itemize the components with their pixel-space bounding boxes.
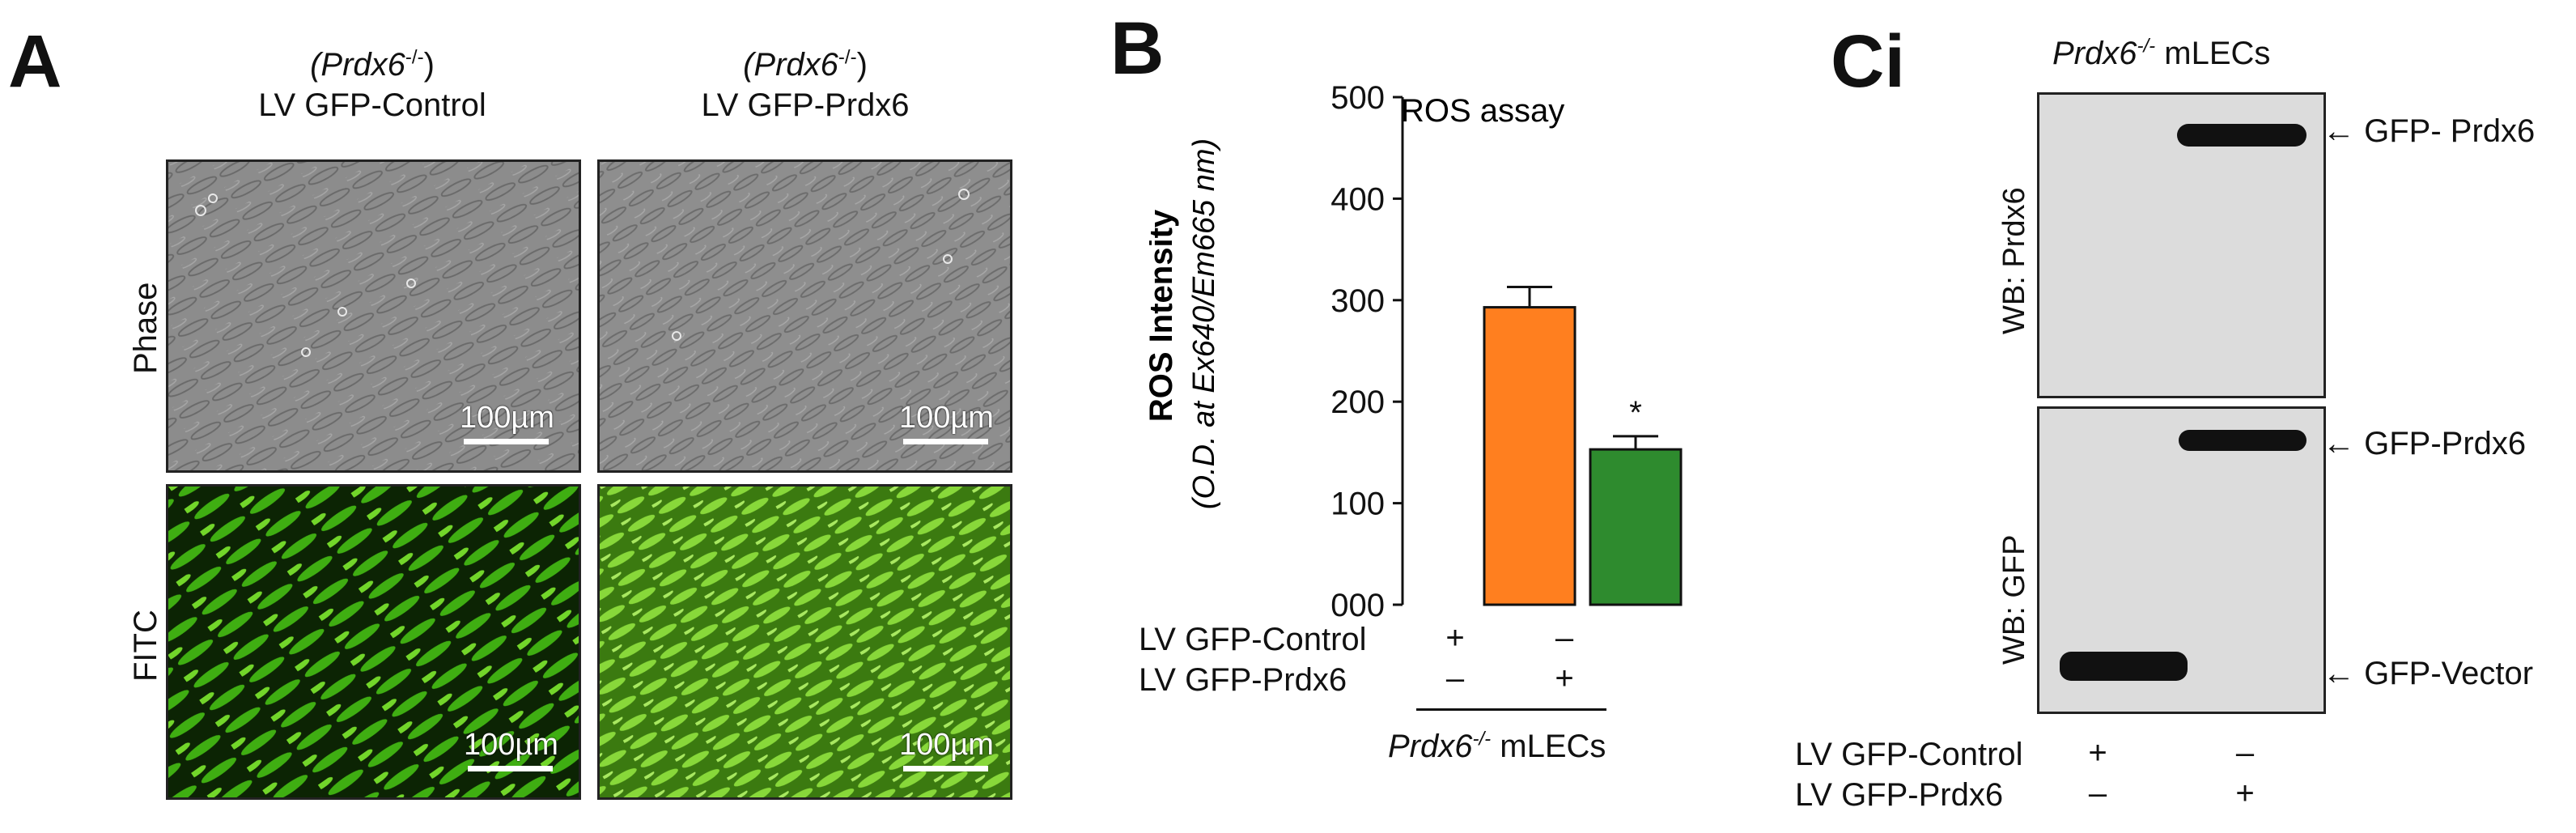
b-row-prdx6-label: LV GFP-Prdx6 [1139,662,1347,698]
micrograph-fitc-prdx6: 100µm [597,484,1012,800]
row-label-phase: Phase [128,282,163,374]
col2-title: LV GFP-Prdx6 [701,87,910,123]
western-blot-gfp [2037,406,2326,714]
c-header-cells: mLECs [2164,36,2271,71]
scale-bar [464,439,549,444]
col2-genotype-text: (Prdx6 [743,47,838,83]
blot2-label: WB: GFP [1997,534,2031,665]
b-footer-sup: -/- [1472,728,1492,750]
fitc-texture-prdx6 [600,487,1010,797]
col2-genotype: (Prdx6-/-) [595,47,1016,83]
y-axis-sublabel: (O.D. at Ex640/Em665 nm) [1187,138,1221,509]
b-group-line [1416,708,1606,711]
b-row-control-label: LV GFP-Control [1139,622,1367,657]
band1-label: ← GFP- Prdx6 [2323,113,2536,149]
band2-label: ← GFP-Prdx6 [2323,426,2527,461]
c-row-control-mark-1: + [2088,735,2107,771]
col1-genotype-close: ) [423,47,435,83]
bar [1483,306,1577,606]
b-footer: Prdx6-/- mLECs [1388,729,1606,764]
y-tick-label: 300 [1330,283,1385,319]
chart-bars: * [1483,285,1683,606]
band-gfp-prdx6 [2179,430,2307,451]
b-row-prdx6-mark-1: – [1445,661,1465,696]
phase-texture-prdx6 [600,162,1010,470]
micrograph-phase-prdx6: 100µm [597,159,1012,473]
y-tick-label: 400 [1330,181,1385,217]
band3-label: ← GFP-Vector [2323,656,2534,691]
b-row-control-mark-2: – [1555,620,1574,656]
scale-label: 100µm [899,401,994,435]
c-row-control-mark-2: – [2235,735,2255,771]
ros-bar-chart: 000 100 200 300 400 500 * ROS assay ROS Inten… [1149,80,1683,623]
band-gfp-vector [2060,652,2188,681]
blot1-label: WB: Prdx6 [1997,187,2031,334]
c-row-prdx6-mark-2: + [2235,776,2255,811]
b-row-control-mark-1: + [1445,620,1465,656]
chart-annotation: ROS assay [1401,93,1564,129]
scale-bar [903,439,988,444]
band-gfp-prdx6 [2177,124,2307,147]
scale-label: 100µm [460,401,554,435]
col1-genotype: (Prdx6-/-) [162,47,583,83]
scale-bar [903,766,988,771]
c-row-control-label: LV GFP-Control [1795,737,2023,772]
b-footer-gene: Prdx6 [1388,729,1473,764]
c-header-sup: -/- [2137,35,2156,57]
micrograph-phase-control: 100µm [166,159,581,473]
row-label-fitc: FITC [128,610,163,682]
scale-label: 100µm [464,728,558,762]
c-header-gene: Prdx6 [2052,36,2137,71]
scale-label: 100µm [899,728,994,762]
phase-texture-control [168,162,579,470]
significance-marker: * [1629,395,1642,431]
micrograph-fitc-control: 100µm [166,484,581,800]
col2-genotype-close: ) [856,47,868,83]
col1-title: LV GFP-Control [258,87,486,123]
panel-b-letter: B [1110,7,1165,90]
panel-a-letter: A [8,20,62,103]
col1-genotype-sup: -/- [405,46,424,69]
bar [1589,448,1683,606]
b-footer-cells: mLECs [1500,729,1606,764]
scale-bar [468,766,553,771]
col1-genotype-text: (Prdx6 [310,47,405,83]
y-tick-label: 000 [1330,588,1385,623]
western-blot-prdx6 [2037,92,2326,398]
y-axis-label: ROS Intensity [1149,209,1179,422]
b-row-prdx6-mark-2: + [1555,661,1574,696]
col2-genotype-sup: -/- [838,46,857,69]
y-tick-label: 200 [1330,385,1385,420]
c-header: Prdx6-/- mLECs [2052,36,2270,71]
fitc-texture-control [168,487,579,797]
y-tick-label: 500 [1330,80,1385,116]
panel-c-letter: Ci [1831,20,1905,103]
chart-axes: 000 100 200 300 400 500 [1330,80,1404,623]
c-row-prdx6-label: LV GFP-Prdx6 [1795,777,2004,813]
y-tick-label: 100 [1330,487,1385,522]
c-row-prdx6-mark-1: – [2088,776,2107,811]
